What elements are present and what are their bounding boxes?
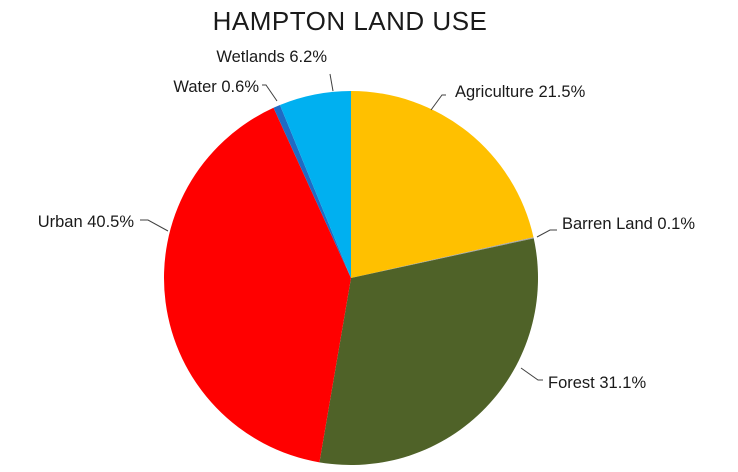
data-label-forest: Forest 31.1% [548,374,646,392]
data-label-wetlands: Wetlands 6.2% [216,48,327,66]
pie-slice-agriculture [351,90,534,278]
data-label-water: Water 0.6% [173,78,259,96]
slices-layer [163,90,539,466]
leader-line-barren-land [536,229,557,238]
leader-line-water [262,84,278,102]
pie-slice-barren-land [351,237,534,278]
chart-title: HAMPTON LAND USE [212,6,488,36]
pie-slice-water [273,105,351,278]
pie-slice-forest [319,238,539,466]
pie-slice-urban [163,107,351,463]
data-label-barren-land: Barren Land 0.1% [562,215,695,233]
data-label-urban: Urban 40.5% [38,213,135,231]
data-label-agriculture: Agriculture 21.5% [455,83,586,101]
leader-line-wetlands [329,73,334,92]
leader-line-agriculture [430,94,446,111]
leader-line-urban [140,219,169,232]
labels-layer: Agriculture 21.5% Barren Land 0.1% Forest … [38,48,696,392]
leader-line-forest [520,367,543,381]
pie-slice-wetlands [279,91,351,278]
leaders-layer [140,73,557,381]
